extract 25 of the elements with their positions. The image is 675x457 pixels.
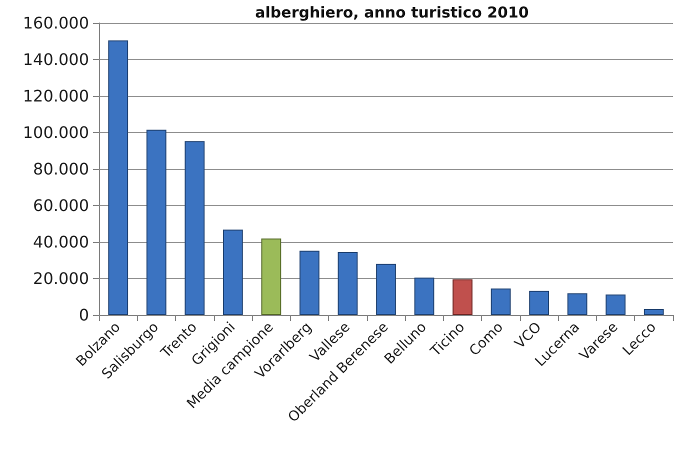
- bar: [376, 264, 396, 315]
- y-tick-label: 120.000: [22, 86, 89, 106]
- bar: [414, 278, 434, 315]
- bar: [222, 230, 243, 315]
- chart-title: alberghiero, anno turistico 2010: [255, 4, 529, 22]
- y-tick-label: 40.000: [33, 232, 89, 252]
- bar: [452, 279, 472, 315]
- bar: [644, 308, 664, 315]
- bar: [606, 294, 626, 315]
- bar: [184, 141, 205, 315]
- bar: [300, 250, 320, 315]
- y-tick-label: 140.000: [22, 50, 89, 69]
- y-tick-label: 0: [78, 306, 89, 324]
- y-tick-label: 100.000: [22, 123, 89, 142]
- y-tick-label: 80.000: [33, 160, 89, 178]
- y-tick-label: 60.000: [33, 196, 89, 215]
- y-tick-label: 160.000: [22, 14, 89, 32]
- bar: [261, 238, 282, 315]
- bar: [108, 40, 128, 315]
- bar: [567, 293, 588, 315]
- bar: [338, 252, 358, 315]
- y-tick-label: 20.000: [33, 269, 89, 288]
- bar: [146, 130, 166, 315]
- bar: [529, 290, 550, 315]
- bar: [490, 288, 511, 315]
